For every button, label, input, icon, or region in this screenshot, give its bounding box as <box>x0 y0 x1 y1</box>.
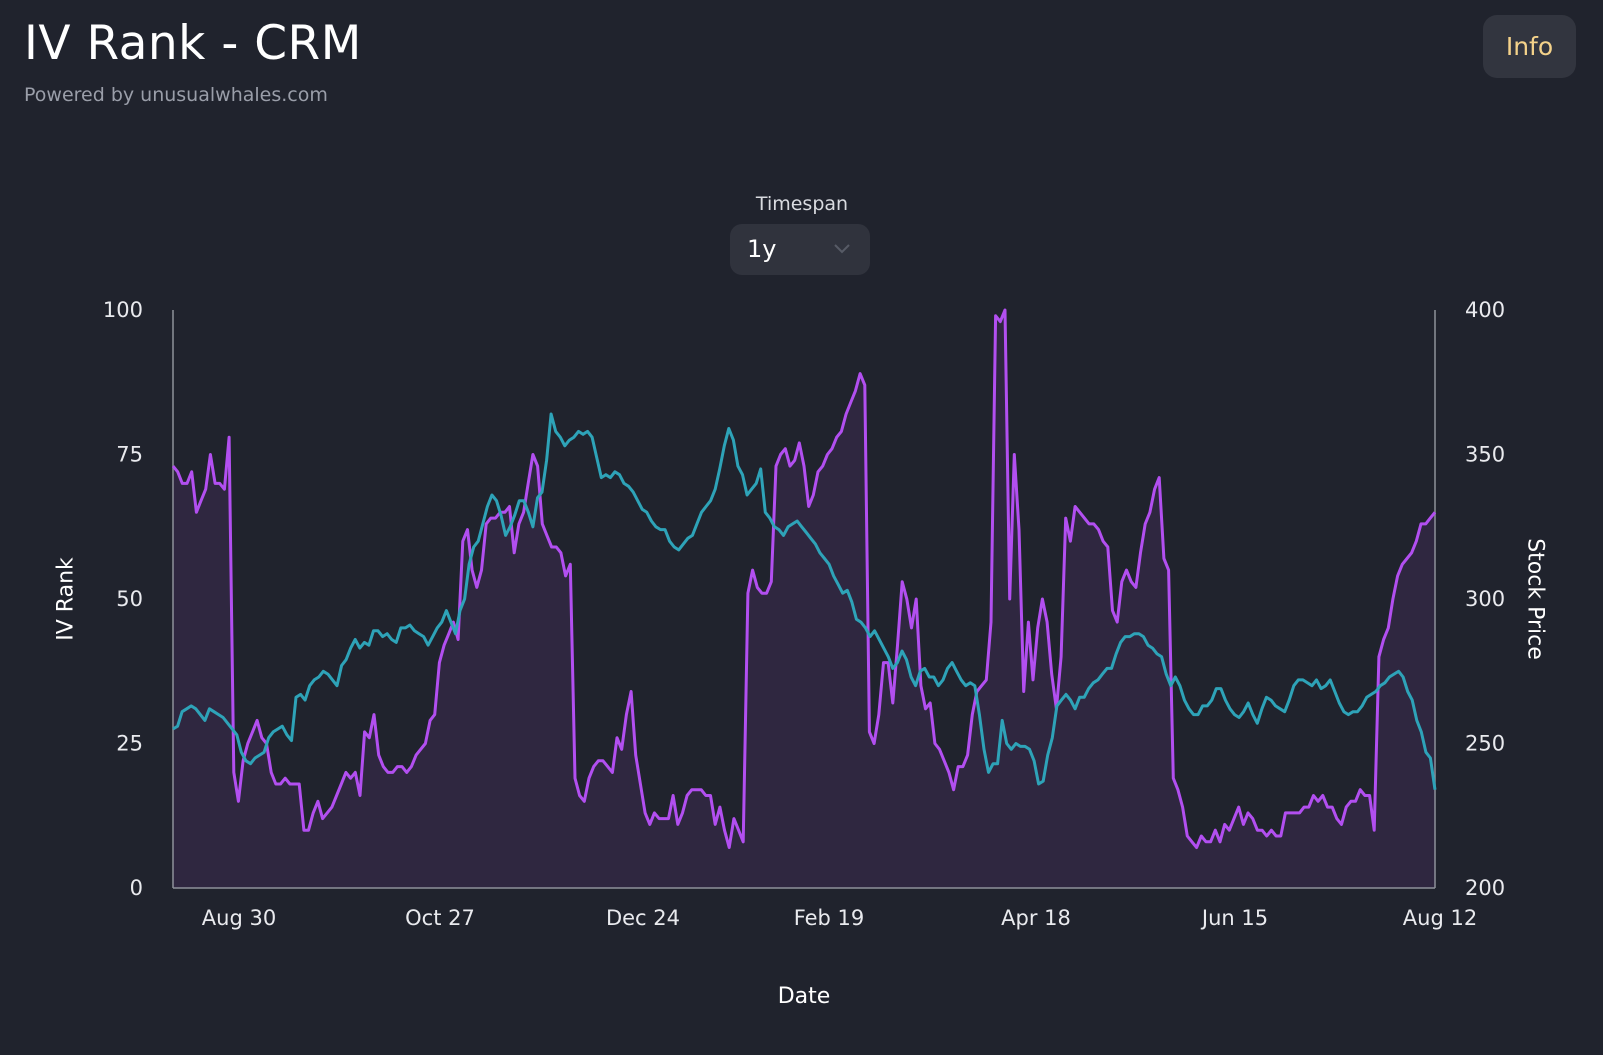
y-right-tick-label: 350 <box>1465 443 1505 467</box>
info-button[interactable]: Info <box>1483 15 1576 78</box>
y-right-axis-ticks: 400 350 300 250 200 <box>1465 298 1505 900</box>
x-tick-label: Aug 12 <box>1403 906 1477 930</box>
timespan-select[interactable]: 1y <box>730 224 870 275</box>
x-tick-label: Oct 27 <box>405 906 475 930</box>
y-right-tick-label: 400 <box>1465 298 1505 322</box>
y-left-axis-title: IV Rank <box>54 557 79 641</box>
y-left-tick-label: 25 <box>116 732 143 756</box>
x-tick-label: Apr 18 <box>1001 906 1071 930</box>
timespan-value: 1y <box>747 235 777 263</box>
timespan-label: Timespan <box>755 193 849 215</box>
y-right-tick-label: 300 <box>1465 587 1505 611</box>
x-tick-label: Feb 19 <box>794 906 865 930</box>
x-axis-title: Date <box>778 984 831 1009</box>
x-tick-label: Jun 15 <box>1200 906 1268 930</box>
y-left-tick-label: 75 <box>116 443 143 467</box>
y-right-tick-label: 200 <box>1465 876 1505 900</box>
iv-rank-line <box>171 308 1437 849</box>
y-right-tick-label: 250 <box>1465 732 1505 756</box>
y-left-tick-label: 100 <box>103 298 143 322</box>
y-left-tick-label: 50 <box>116 587 143 611</box>
stock-price-line <box>172 412 1437 790</box>
page-title: IV Rank - CRM <box>24 16 362 71</box>
y-right-axis-title: Stock Price <box>1523 538 1548 660</box>
x-tick-label: Dec 24 <box>606 906 680 930</box>
y-left-axis-ticks: 100 75 50 25 0 <box>103 298 143 900</box>
y-left-tick-label: 0 <box>130 876 143 900</box>
chevron-down-icon <box>834 244 850 254</box>
iv-rank-area <box>173 310 1435 888</box>
powered-by-text: Powered by unusualwhales.com <box>24 84 328 106</box>
x-axis-ticks: Aug 30 Oct 27 Dec 24 Feb 19 Apr 18 Jun 15 Aug … <box>202 906 1477 930</box>
x-tick-label: Aug 30 <box>202 906 276 930</box>
